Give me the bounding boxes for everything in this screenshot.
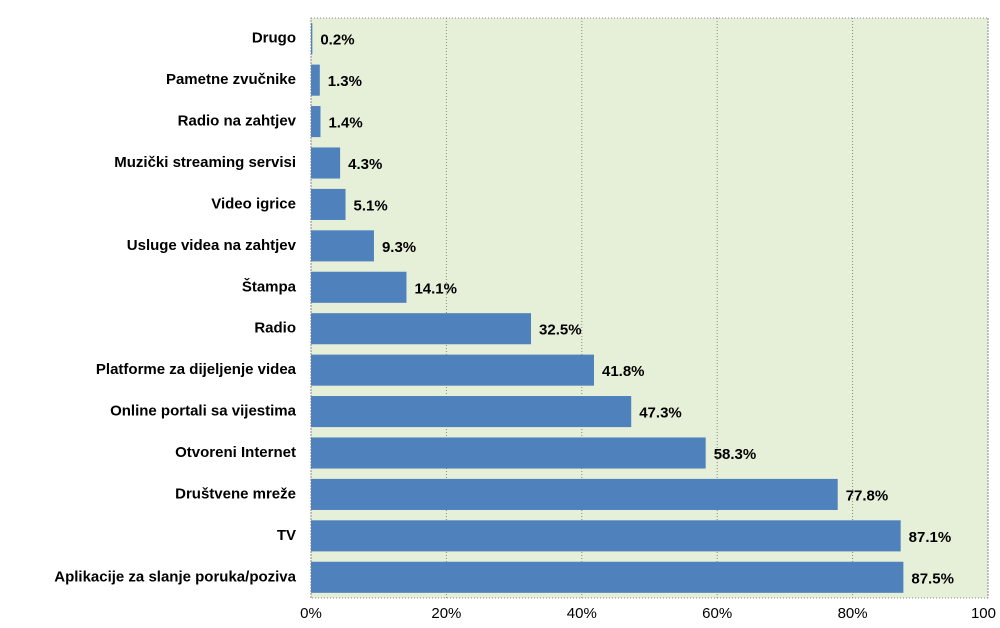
value-label: 41.8% [602,363,645,380]
bar [311,520,901,552]
x-tick-label: 40% [567,605,597,622]
value-label: 9.3% [382,239,416,256]
bar [311,271,407,303]
y-tick-label: Platforme za dijeljenje videa [96,361,297,378]
bar [311,106,321,138]
x-tick-label: 100 [971,605,996,622]
y-tick-label: Otvoreni Internet [175,444,296,461]
x-tick-label: 20% [431,605,461,622]
y-tick-label: Pametne zvučnike [166,71,296,88]
y-tick-label: Video igrice [211,195,296,212]
bar [311,230,374,262]
plot-area [310,17,989,599]
y-tick-label: Štampa [242,277,297,295]
bar [311,23,313,55]
bar [311,561,904,593]
y-tick-label: Radio [254,320,296,337]
value-label: 87.5% [911,570,954,587]
y-tick-label: Aplikacije za slanje poruka/poziva [54,568,296,585]
bar [311,188,346,220]
bar [311,64,320,96]
value-label: 47.3% [639,405,682,422]
x-tick-label: 60% [702,605,732,622]
bar [311,313,532,345]
value-label: 87.1% [909,529,952,546]
value-label: 4.3% [348,156,382,173]
y-tick-label: Radio na zahtjev [178,113,297,130]
y-tick-label: TV [277,527,296,544]
y-tick-label: Online portali sa vijestima [110,403,297,420]
bar [311,147,341,179]
value-label: 77.8% [846,487,889,504]
bar [311,396,632,428]
value-label: 1.3% [328,73,362,90]
value-label: 1.4% [328,115,362,132]
value-label: 5.1% [354,197,388,214]
value-label: 58.3% [714,446,757,463]
value-label: 0.2% [320,32,354,49]
y-tick-label: Društvene mreže [175,485,296,502]
bar [311,437,706,469]
x-tick-label: 80% [838,605,868,622]
value-label: 14.1% [414,280,457,297]
value-label: 32.5% [539,322,582,339]
y-tick-label: Drugo [252,30,296,47]
y-tick-label: Muzički streaming servisi [114,154,296,171]
bar [311,354,594,386]
y-tick-label: Usluge videa na zahtjev [127,237,297,254]
x-tick-label: 0% [300,605,322,622]
bar [311,478,838,510]
